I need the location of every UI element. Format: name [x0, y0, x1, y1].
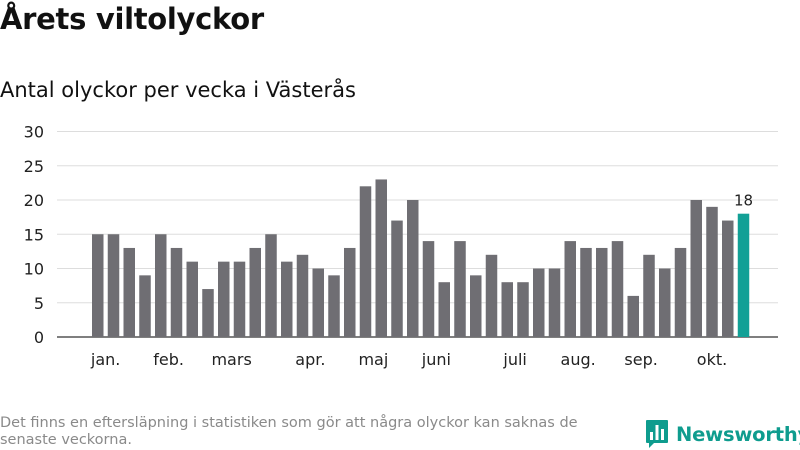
bar [611, 241, 624, 337]
bar [359, 186, 372, 337]
bar [517, 282, 529, 337]
x-tick-label: jan. [90, 350, 120, 369]
bar [139, 275, 151, 337]
bar [564, 241, 576, 337]
bar [155, 234, 167, 337]
bar-highlight [737, 213, 750, 337]
x-tick-label: apr. [295, 350, 325, 369]
bar [107, 234, 120, 337]
bar [722, 220, 734, 337]
brand-logo: Newsworthy [645, 419, 800, 449]
x-tick-label: okt. [697, 350, 727, 369]
bar [485, 254, 498, 337]
bar [170, 247, 183, 337]
bar [233, 261, 246, 337]
x-tick-label: feb. [153, 350, 184, 369]
bar [281, 261, 293, 337]
bar [438, 282, 450, 337]
bar [548, 268, 561, 337]
bar [690, 200, 702, 337]
y-tick-label: 0 [34, 328, 44, 347]
bar [643, 254, 655, 337]
x-tick-label: sep. [624, 350, 657, 369]
bar [218, 261, 230, 337]
bar [580, 247, 592, 337]
chart-title: Årets viltolyckor [0, 2, 264, 36]
bar [454, 241, 466, 337]
footnote: Det finns en eftersläpning i statistiken… [0, 415, 578, 448]
bar [706, 206, 718, 337]
x-tick-label: juni [421, 350, 451, 369]
bar [344, 247, 356, 337]
bar [92, 234, 104, 337]
bar [391, 220, 403, 337]
y-tick-label: 20 [24, 191, 44, 210]
bar [296, 254, 309, 337]
bar [249, 247, 261, 337]
bar [202, 289, 214, 337]
y-tick-label: 10 [24, 260, 44, 279]
bar [596, 247, 608, 337]
x-tick-label: maj [358, 350, 388, 369]
bar [312, 268, 324, 337]
brand-name: Newsworthy [676, 422, 800, 446]
bar [627, 295, 639, 337]
bar [422, 241, 435, 337]
x-tick-label: aug. [561, 350, 596, 369]
x-tick-label: juli [502, 350, 526, 369]
bar [501, 282, 513, 337]
y-tick-label: 15 [24, 225, 44, 244]
bar [407, 200, 419, 337]
bar [123, 247, 135, 337]
chart-subtitle: Antal olyckor per vecka i Västerås [0, 78, 356, 102]
y-tick-label: 5 [34, 294, 44, 313]
bar [659, 268, 671, 337]
x-tick-label: mars [211, 350, 251, 369]
bar [375, 179, 387, 337]
bar-chart-logo-icon [646, 420, 668, 448]
bar-chart: 0 5 10 15 20 25 30 18 jan. feb. mars apr. maj juni jul… [24, 123, 778, 369]
y-tick-label: 30 [24, 123, 44, 142]
bar [674, 247, 687, 337]
y-tick-label: 25 [24, 157, 44, 176]
data-label: 18 [734, 192, 753, 210]
bar [328, 275, 340, 337]
bar [470, 275, 482, 337]
bar [533, 268, 545, 337]
bar [186, 261, 198, 337]
bar [265, 234, 277, 337]
